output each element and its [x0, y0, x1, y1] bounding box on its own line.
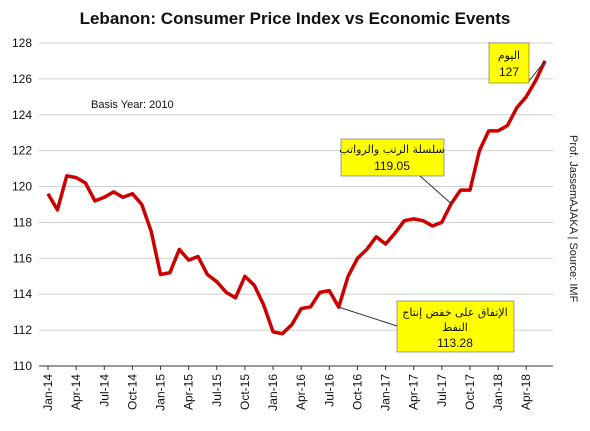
basis-year-note: Basis Year: 2010 [91, 99, 174, 111]
annotation-oil-value: 113.28 [437, 336, 473, 350]
source-credit: Prof. JassemAJAKA | Source: IMF [567, 135, 579, 303]
annotation-salary-label: سلسلة الرتب والرواتب [339, 143, 445, 156]
annotation-leaders [338, 60, 546, 327]
x-tick-label: Jul-14 [97, 374, 111, 407]
x-tick-label: Jan-14 [41, 374, 55, 411]
annotation-salary-box [340, 138, 445, 177]
annotation-today-value: 127 [499, 65, 519, 79]
y-tick-label: 122 [12, 144, 32, 158]
gridlines [39, 42, 553, 331]
x-tick-label: Oct-15 [238, 374, 252, 410]
annotation-leader-line [419, 175, 452, 204]
x-tick-label: Oct-17 [463, 374, 477, 410]
x-tick-label: Jan-17 [379, 374, 393, 411]
y-tick-label: 128 [12, 36, 32, 50]
annotation-salary-value: 119.05 [374, 159, 410, 173]
x-tick-label: Apr-16 [294, 374, 308, 410]
x-tick-label: Apr-15 [182, 374, 196, 410]
x-tick-label: Apr-18 [519, 374, 533, 410]
x-tick-label: Oct-16 [350, 374, 364, 410]
y-tick-label: 114 [13, 287, 32, 301]
y-tick-label: 116 [13, 251, 32, 265]
annotation-oil-agreement: الإتفاق على خفض إنتاج النفط 113.28 [396, 300, 515, 353]
x-tick-label: Jan-18 [491, 374, 505, 411]
annotation-salary-scale: سلسلة الرتب والرواتب 119.05 [339, 138, 445, 177]
x-tick-label: Jan-15 [154, 374, 168, 411]
x-tick-label: Jan-16 [266, 374, 280, 411]
cpi-series-line [46, 60, 547, 336]
x-tick-label: Jul-15 [210, 374, 224, 407]
x-tick-label: Jul-17 [435, 374, 449, 407]
y-tick-label: 112 [13, 323, 32, 337]
annotation-oil-label-line2: النفط [442, 321, 468, 334]
y-axis-ticks: 110 112 114 116 118 120 122 124 126 128 [12, 36, 32, 373]
annotation-leader-line [528, 60, 546, 82]
annotation-today: اليوم 127 [488, 42, 530, 84]
annotation-today-box [488, 42, 530, 84]
annotation-oil-box [396, 300, 515, 353]
annotation-leader-line [338, 306, 398, 327]
y-tick-label: 126 [12, 72, 32, 86]
x-tick-label: Jul-16 [322, 374, 336, 407]
y-tick-label: 110 [13, 359, 32, 373]
x-tick-label: Oct-14 [125, 374, 139, 410]
y-tick-label: 118 [13, 215, 32, 229]
x-tick-label: Apr-14 [69, 374, 83, 410]
annotation-today-label: اليوم [498, 49, 520, 62]
chart-title: Lebanon: Consumer Price Index vs Economi… [80, 9, 511, 28]
annotation-oil-label-line1: الإتفاق على خفض إنتاج [402, 306, 507, 319]
y-tick-label: 120 [12, 180, 32, 194]
y-tick-label: 124 [12, 108, 32, 122]
x-tick-label: Apr-17 [407, 374, 421, 410]
x-axis-ticks: Jan-14 Apr-14 Jul-14 Oct-14 Jan-15 Apr-15 Jul-… [41, 366, 533, 411]
